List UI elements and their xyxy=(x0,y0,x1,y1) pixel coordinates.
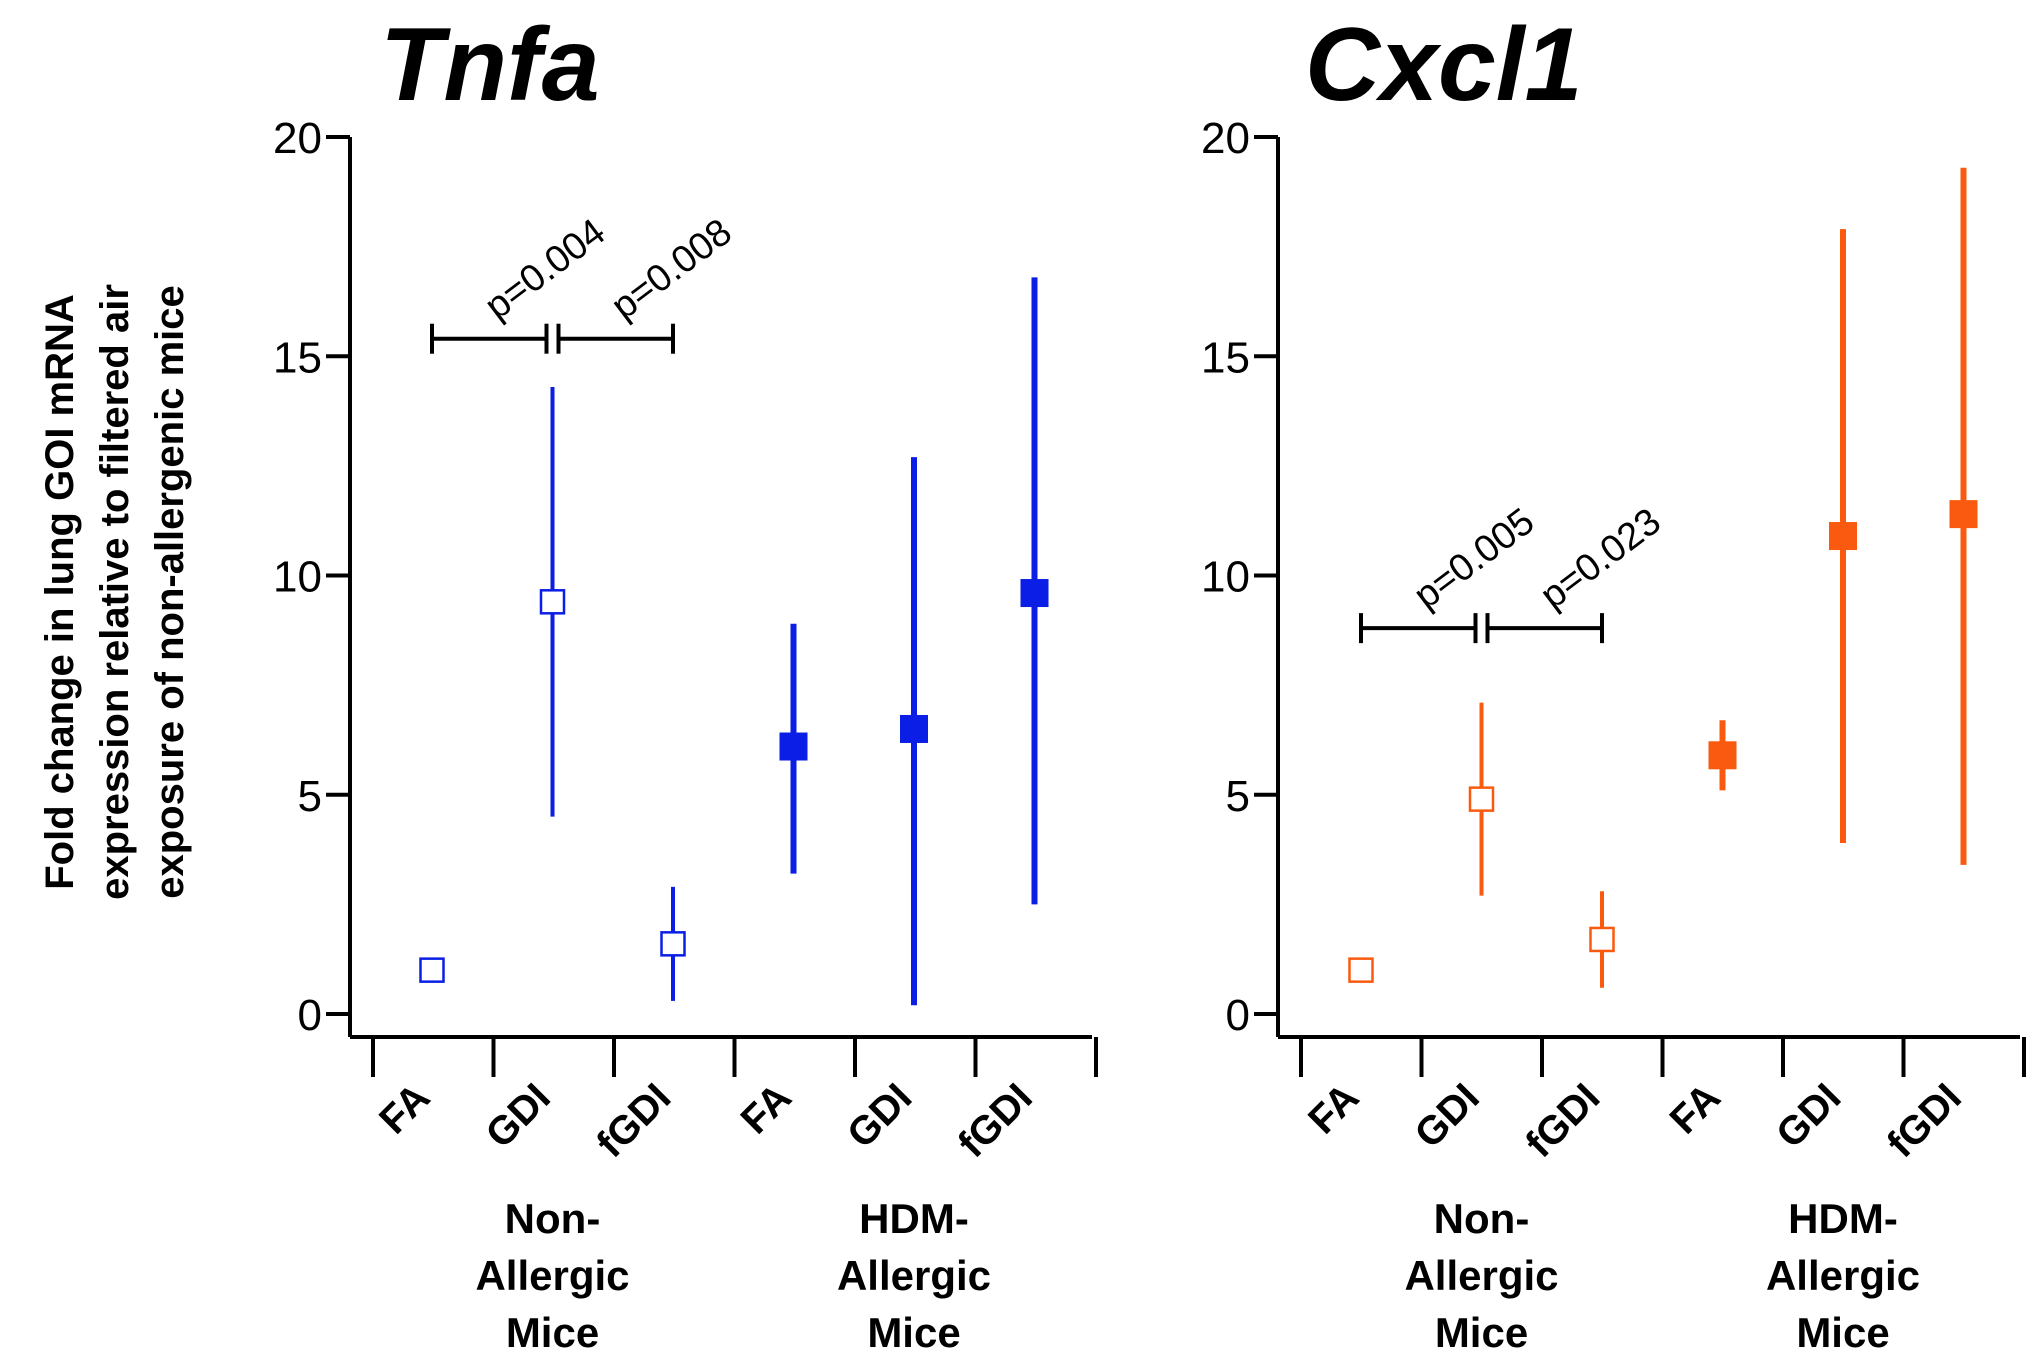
y-tick-label: 15 xyxy=(1201,333,1250,382)
panel-cxcl1-title: Cxcl1 xyxy=(1305,7,1583,123)
p-value-label: p=0.005 xyxy=(1406,500,1542,617)
open-square-marker xyxy=(1348,957,1374,983)
group-label: Allergic xyxy=(1404,1252,1558,1299)
x-category-label: fGDI xyxy=(950,1075,1041,1166)
open-square-marker xyxy=(660,931,686,957)
y-tick-label: 0 xyxy=(1226,991,1250,1040)
group-label: Allergic xyxy=(475,1252,629,1299)
filled-square-marker xyxy=(900,714,928,743)
y-tick-label: 15 xyxy=(273,333,322,382)
group-label: Non- xyxy=(505,1195,601,1242)
panel-tnfa: Tnfa 0 5 10 15 20 FA GDI fGDI FA GDI fGDI Non- Alle… xyxy=(273,7,1098,1356)
x-category-label: FA xyxy=(1662,1075,1729,1142)
x-category-label: GDI xyxy=(839,1075,920,1156)
panel-cxcl1-x-axis: FA GDI fGDI FA GDI fGDI Non- Allergic Mice HDM- Al… xyxy=(1278,1035,2026,1356)
panel-cxcl1: Cxcl1 0 5 10 15 20 FA GDI fGDI FA GDI fGDI Non- All… xyxy=(1201,7,2026,1356)
y-tick-label: 0 xyxy=(298,991,322,1040)
panel-tnfa-title: Tnfa xyxy=(380,7,600,123)
x-category-label: FA xyxy=(1300,1075,1367,1142)
x-category-label: FA xyxy=(733,1075,800,1142)
y-axis-label-line-3: exposure of non-allergenic mice xyxy=(148,285,192,899)
x-category-label: GDI xyxy=(1768,1075,1849,1156)
x-category-label: GDI xyxy=(477,1075,558,1156)
x-category-label: GDI xyxy=(1406,1075,1487,1156)
x-category-label: fGDI xyxy=(1518,1075,1609,1166)
y-tick-label: 10 xyxy=(273,553,322,602)
group-label: Allergic xyxy=(837,1252,991,1299)
group-label: Mice xyxy=(867,1309,960,1356)
filled-square-marker xyxy=(1949,500,1978,529)
y-axis-label-line-1: Fold change in lung GOI mRNA xyxy=(38,294,82,890)
group-label: Mice xyxy=(506,1309,599,1356)
x-category-label: fGDI xyxy=(1879,1075,1970,1166)
panel-cxcl1-y-axis: 0 5 10 15 20 xyxy=(1201,114,1280,1040)
x-category-label: fGDI xyxy=(589,1075,680,1166)
y-tick-label: 5 xyxy=(298,772,322,821)
panel-cxcl1-marks xyxy=(1348,167,1978,988)
p-value-label: p=0.008 xyxy=(604,211,740,328)
group-label: HDM- xyxy=(1788,1195,1898,1242)
p-value-label: p=0.004 xyxy=(477,211,613,328)
filled-square-marker xyxy=(779,732,808,761)
filled-square-marker xyxy=(1829,522,1857,551)
panel-tnfa-x-axis: FA GDI fGDI FA GDI fGDI Non- Allergic Mice HDM- Al… xyxy=(350,1035,1098,1356)
group-label: Mice xyxy=(1796,1309,1889,1356)
group-label: HDM- xyxy=(859,1195,969,1242)
y-tick-label: 10 xyxy=(1201,553,1250,602)
filled-square-marker xyxy=(1020,579,1049,608)
panel-tnfa-marks xyxy=(419,277,1049,1006)
y-axis-label-line-2: expression relative to filtered air xyxy=(93,284,137,900)
panel-tnfa-y-axis: 0 5 10 15 20 xyxy=(273,114,352,1040)
open-square-marker xyxy=(419,957,445,983)
open-square-marker xyxy=(539,589,566,615)
y-tick-label: 20 xyxy=(273,114,322,163)
open-square-marker xyxy=(1589,926,1615,953)
p-value-label: p=0.023 xyxy=(1533,500,1669,617)
group-label: Non- xyxy=(1434,1195,1530,1242)
open-square-marker xyxy=(1468,786,1495,812)
group-label: Mice xyxy=(1435,1309,1528,1356)
y-tick-label: 5 xyxy=(1226,772,1250,821)
y-tick-label: 20 xyxy=(1201,114,1250,163)
filled-square-marker xyxy=(1708,741,1737,770)
group-label: Allergic xyxy=(1766,1252,1920,1299)
x-category-label: FA xyxy=(371,1075,438,1142)
